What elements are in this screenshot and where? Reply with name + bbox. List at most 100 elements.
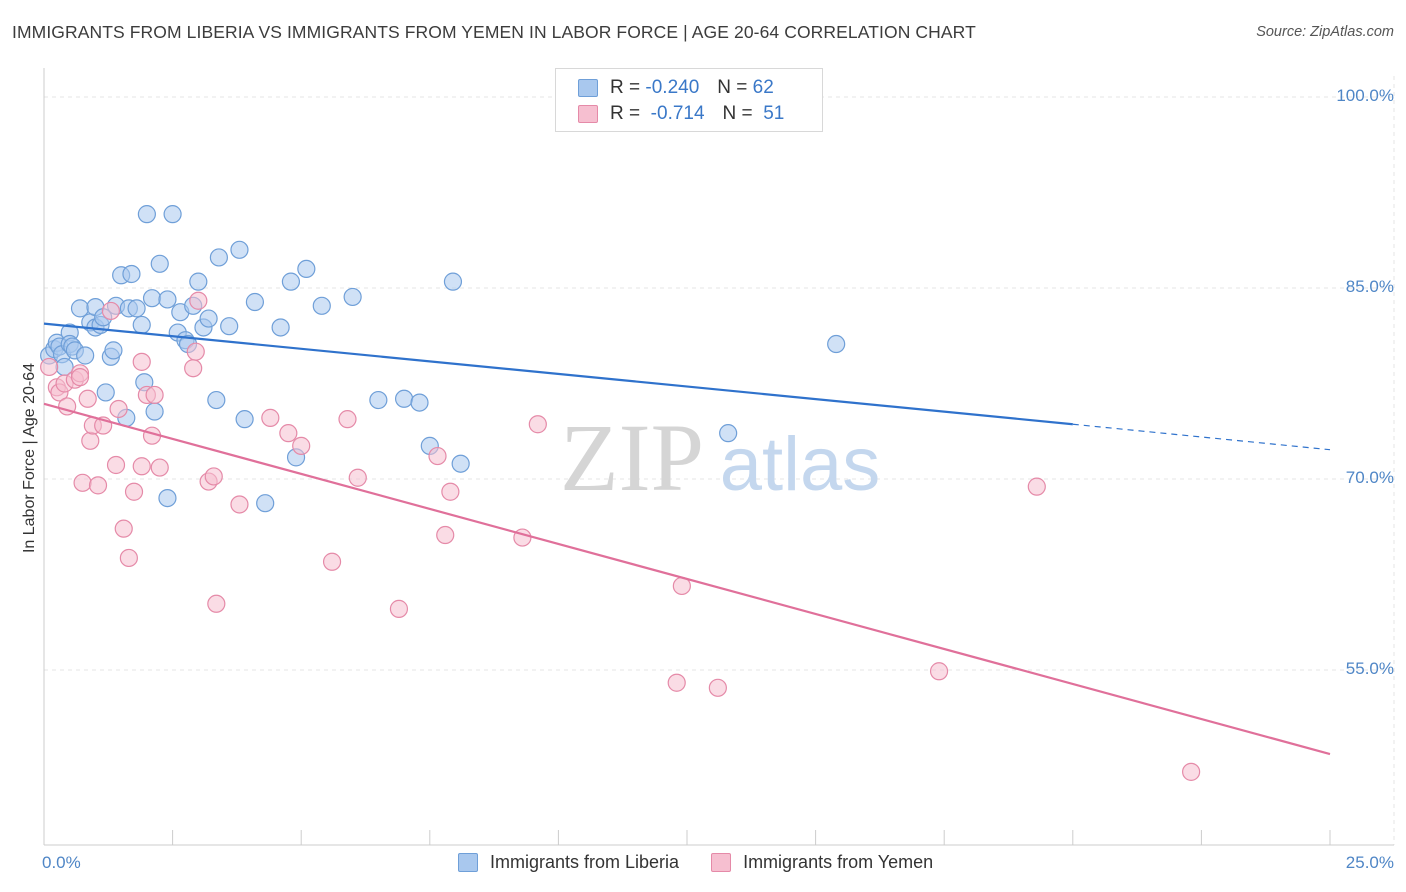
y-tick-label: 100.0% <box>1336 86 1394 105</box>
point-liberia <box>369 390 388 410</box>
point-yemen <box>708 678 727 697</box>
point-liberia <box>189 272 208 291</box>
point-liberia <box>207 390 226 410</box>
chart-title: IMMIGRANTS FROM LIBERIA VS IMMIGRANTS FR… <box>12 22 976 42</box>
point-yemen <box>73 473 92 492</box>
point-liberia <box>271 318 290 337</box>
point-liberia <box>235 410 254 429</box>
y-tick-label: 85.0% <box>1345 277 1394 296</box>
y-tick-label: 70.0% <box>1345 468 1394 487</box>
watermark-zip: ZIP <box>560 404 704 511</box>
point-liberia <box>443 272 463 291</box>
y-tick-label: 55.0% <box>1345 659 1394 678</box>
point-yemen <box>40 357 59 377</box>
point-yemen <box>389 599 409 618</box>
legend-n-value: 62 <box>752 77 774 98</box>
legend-r-value: -0.240 <box>645 77 700 98</box>
point-liberia <box>719 424 738 443</box>
point-yemen <box>1182 762 1201 781</box>
trend-lines <box>43 322 1331 756</box>
axes <box>43 68 1394 846</box>
point-liberia <box>127 299 146 318</box>
legend-swatch-liberia <box>458 853 478 872</box>
point-yemen <box>132 352 151 371</box>
point-liberia <box>163 205 182 224</box>
point-yemen <box>101 301 120 321</box>
point-liberia <box>158 290 177 309</box>
point-liberia <box>410 393 429 412</box>
legend-r-label: R = <box>610 77 641 98</box>
point-yemen <box>338 410 357 429</box>
point-liberia <box>451 454 470 473</box>
point-liberia <box>145 402 164 421</box>
x-tick-label-min: 0.0% <box>42 853 81 872</box>
point-yemen <box>145 385 164 405</box>
stats-legend: R = -0.240 N = 62 R = -0.714 N = 51 <box>555 68 823 132</box>
point-yemen <box>184 359 203 378</box>
point-yemen <box>667 673 686 692</box>
legend-r-label: R = <box>610 103 641 124</box>
legend-swatch-yemen <box>578 105 598 123</box>
point-liberia <box>199 309 218 328</box>
point-liberia <box>96 383 115 402</box>
point-yemen <box>279 424 298 443</box>
point-yemen <box>348 468 367 487</box>
point-yemen <box>428 446 447 466</box>
legend-swatch-yemen <box>711 853 732 872</box>
trend-line-yemen <box>43 402 1331 756</box>
point-yemen <box>124 482 144 501</box>
legend-row-yemen: R = -0.714 N = 51 <box>578 102 784 126</box>
point-yemen <box>132 457 151 476</box>
trend-line-liberia-extension <box>1072 423 1331 451</box>
legend-item-liberia: Immigrants from Liberia <box>458 852 679 873</box>
point-liberia <box>256 494 275 513</box>
point-liberia <box>158 489 177 508</box>
point-liberia <box>122 264 141 284</box>
point-liberia <box>76 346 95 365</box>
legend-n-label: N = <box>717 77 748 98</box>
point-yemen <box>436 525 455 545</box>
watermark-atlas: atlas <box>720 422 881 507</box>
point-yemen <box>106 455 126 475</box>
legend-label-liberia: Immigrants from Liberia <box>490 852 680 872</box>
point-yemen <box>1027 477 1046 496</box>
point-liberia <box>297 259 316 278</box>
point-liberia <box>827 334 846 354</box>
legend-swatch-liberia <box>578 79 598 97</box>
point-yemen <box>230 495 249 514</box>
series-legend: Immigrants from Liberia Immigrants from … <box>458 852 965 873</box>
data-points <box>40 205 1201 781</box>
trend-line-liberia <box>43 322 1073 426</box>
point-liberia <box>104 341 123 360</box>
point-liberia <box>132 315 151 335</box>
legend-row-liberia: R = -0.240 N = 62 <box>578 76 774 100</box>
point-yemen <box>70 368 90 387</box>
point-liberia <box>209 248 228 267</box>
point-liberia <box>220 317 239 336</box>
point-liberia <box>137 205 156 224</box>
point-liberia <box>230 240 249 259</box>
point-yemen <box>441 482 460 501</box>
point-liberia <box>70 299 90 318</box>
point-liberia <box>343 287 362 307</box>
point-liberia <box>312 296 331 315</box>
point-yemen <box>929 662 949 681</box>
legend-n-label: N = <box>722 103 753 124</box>
source-label: Source: ZipAtlas.com <box>1256 24 1394 40</box>
point-yemen <box>88 476 108 495</box>
point-yemen <box>322 552 342 571</box>
point-yemen <box>109 399 128 419</box>
point-yemen <box>292 436 311 455</box>
point-yemen <box>261 408 280 427</box>
x-tick-label-max: 25.0% <box>1345 853 1394 872</box>
legend-label-yemen: Immigrants from Yemen <box>743 852 934 872</box>
point-liberia <box>281 272 301 291</box>
point-yemen <box>81 431 100 450</box>
point-yemen <box>207 594 226 613</box>
point-yemen <box>204 467 223 486</box>
legend-item-yemen: Immigrants from Yemen <box>711 852 933 873</box>
point-liberia <box>142 289 162 308</box>
point-yemen <box>119 548 138 568</box>
point-liberia <box>245 292 265 312</box>
